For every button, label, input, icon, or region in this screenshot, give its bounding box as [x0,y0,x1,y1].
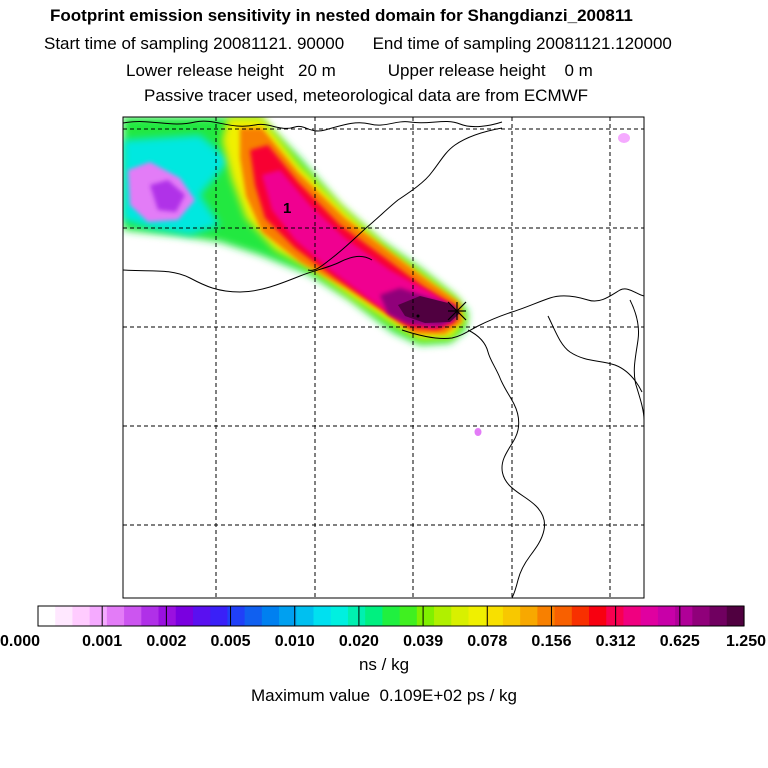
legend-tick-label: 1.250 [726,633,766,650]
legend-swatch [347,606,366,626]
legend-swatch [175,606,194,626]
coastlines [123,120,644,598]
legend-swatch [623,606,642,626]
legend-swatch [141,606,160,626]
coastline-north [123,120,503,132]
legend-swatch [675,606,693,626]
legend-swatch [571,606,590,626]
plume-magenta [262,170,455,328]
legend-tick-label: 0.312 [596,633,636,650]
legend-frame [37,605,745,627]
legend-swatch [640,606,659,626]
legend-swatch [279,606,297,626]
legend-tick-labels: 0.000 0.001 0.002 0.005 0.010 0.020 0.039 0.078… [0,633,766,650]
plume-spot-south [474,428,482,436]
legend-swatch [158,606,177,626]
legend-tick-label: 0.005 [211,633,251,650]
coastline-east [467,329,545,598]
upper-release-height: Upper release height 0 m [387,61,593,80]
coastline-bay [307,127,503,271]
legend-swatch [313,606,332,626]
legend-swatch [210,606,229,626]
legend-swatch [261,606,280,626]
legend-swatch [55,606,74,626]
map-frame [122,116,645,599]
end-time: End time of sampling 20081121.120000 [372,34,672,53]
legend-swatch [485,606,504,626]
legend-tick-label: 0.039 [403,633,443,650]
legend-tick-label: 0.625 [660,633,700,650]
tracer-info: Passive tracer used, meteorological data… [144,86,589,105]
legend-tick-label: 0.002 [146,633,186,650]
legend-swatch [365,606,383,626]
coastline-korea [629,299,644,421]
legend-tick-label: 0.020 [339,633,379,650]
legend-swatch [296,606,315,626]
legend-swatch [709,606,728,626]
legend-swatch [692,606,711,626]
map-area [123,117,644,598]
legend-swatch [434,606,452,626]
legend-swatch [38,606,56,626]
river-east [547,315,643,393]
release-site-marker [447,301,467,321]
legend-swatch [451,606,470,626]
lower-release-height: Lower release height 20 m [126,61,336,80]
legend-swatch [330,606,349,626]
legend-tick-label: 0.000 [0,633,40,650]
legend-tick-label: 0.078 [467,633,507,650]
legend-swatch [416,606,435,626]
color-legend [37,605,745,627]
legend-swatch [89,606,108,626]
legend-unit: ns / kg [358,655,410,674]
legend-swatch [382,606,401,626]
legend-swatch [124,606,142,626]
legend-swatch [589,606,607,626]
legend-swatch [227,606,246,626]
plume-spot-east [618,133,630,143]
legend-swatch [244,606,263,626]
legend-tick-label: 0.010 [275,633,315,650]
legend-swatch [468,606,487,626]
release-heights: Lower release height 20 m Upper release … [126,61,593,81]
start-time: Start time of sampling 20081121. 90000 [44,34,345,53]
border-west [123,255,373,293]
sampling-times: Start time of sampling 20081121. 90000 E… [44,34,672,54]
contour-label: 1 [283,200,291,217]
coastline-peninsula [401,288,644,339]
legend-swatch [502,606,521,626]
plume-purple [150,180,185,212]
legend-swatch [520,606,538,626]
legend-swatch [106,606,125,626]
receptor-dot [416,314,420,318]
legend-swatch [657,606,676,626]
legend-swatch [399,606,418,626]
lat-lon-grid [123,117,644,598]
chart-title: Footprint emission sensitivity in nested… [50,6,633,25]
legend-swatch [192,606,211,626]
max-value: Maximum value 0.109E+02 ps / kg [251,686,517,705]
legend-swatch [537,606,556,626]
legend-swatch [726,606,745,626]
legend-swatch [72,606,91,626]
legend-swatch [554,606,573,626]
legend-tick-label: 0.156 [531,633,571,650]
legend-tick-label: 0.001 [82,633,122,650]
